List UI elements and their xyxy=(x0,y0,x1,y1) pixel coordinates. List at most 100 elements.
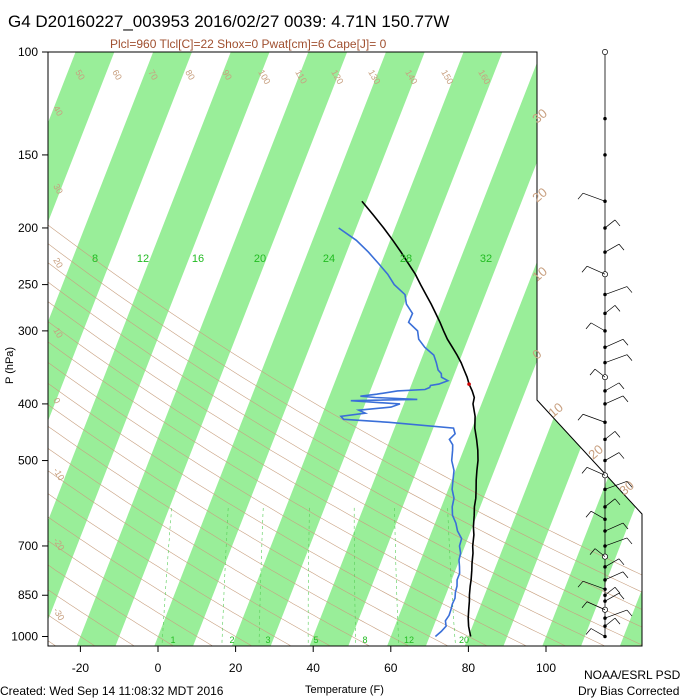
dry-adiabat-line xyxy=(48,52,140,646)
y-axis-ticks: 100 150 200 250 300 400 500 700 850 1000 xyxy=(11,45,48,644)
wind-barb xyxy=(582,413,606,423)
wind-barb xyxy=(604,571,624,581)
wind-barb xyxy=(590,322,606,332)
mixing-ratio-label: 20 xyxy=(254,253,266,265)
x-axis-ticks: -20 0 20 40 60 80 100 xyxy=(72,646,556,675)
x-axis-label: Temperature (F) xyxy=(305,684,384,696)
mixing-ratio-line xyxy=(394,506,400,646)
wind-barb xyxy=(594,368,606,378)
chart-subtitle: Plcl=960 Tlcl[C]=22 Shox=0 Pwat[cm]=6 Ca… xyxy=(110,37,387,51)
dry-adiabat-line xyxy=(48,52,642,646)
isotherm-label: 20 xyxy=(585,442,606,463)
wind-barb-flag xyxy=(618,592,625,600)
adiabat-label: 40 xyxy=(51,104,65,118)
mixing-ratio-line xyxy=(221,506,229,646)
wind-barb-flag xyxy=(626,481,633,488)
wind-barb xyxy=(604,617,616,627)
wind-barb xyxy=(604,586,616,596)
mixing-ratio-label: 1 xyxy=(170,635,175,645)
dry-adiabat-line xyxy=(48,52,642,646)
y-tick-label: 150 xyxy=(18,148,38,162)
wind-station xyxy=(603,116,607,121)
adiabat-label: 90 xyxy=(220,68,234,82)
sounding-profiles xyxy=(338,200,479,638)
dewpoint-profile xyxy=(338,227,463,638)
dry-adiabat-line xyxy=(48,52,533,646)
dry-adiabat-line xyxy=(48,52,642,646)
y-tick-label: 700 xyxy=(18,539,38,553)
dry-adiabat-line xyxy=(48,52,612,646)
temperature-band xyxy=(303,52,591,646)
mixing-ratio-label: 12 xyxy=(137,253,149,265)
mixing-ratio-lines xyxy=(161,506,456,646)
wind-barb-flag xyxy=(585,322,592,330)
wind-barb-flag xyxy=(581,467,588,474)
adiabat-label: 10 xyxy=(51,326,65,340)
wind-barb-flag xyxy=(622,395,629,403)
adiabat-label: 100 xyxy=(256,68,272,86)
plot-frame xyxy=(47,51,643,647)
org-label: NOAA/ESRL PSD xyxy=(584,668,681,682)
adiabat-label: 70 xyxy=(146,68,160,82)
mixing-ratio-label: 8 xyxy=(362,635,367,645)
wind-barb-flag xyxy=(614,617,621,625)
wind-barb-flag xyxy=(618,243,625,251)
dry-adiabat-line xyxy=(48,52,494,646)
dry-adiabat-line xyxy=(48,52,179,646)
y-tick-label: 200 xyxy=(18,221,38,235)
wind-barb-flag xyxy=(577,414,584,421)
dry-adiabat-line xyxy=(48,52,572,646)
x-tick-label: 100 xyxy=(536,661,556,675)
mixing-ratio-label: 28 xyxy=(400,253,412,265)
mixing-ratio-label: 5 xyxy=(313,635,318,645)
chart-title: G4 D20160227_003953 2016/02/27 0039: 4.7… xyxy=(8,12,449,31)
y-tick-label: 300 xyxy=(18,324,38,338)
wind-barb xyxy=(586,265,606,275)
wind-barb-flag xyxy=(577,580,584,588)
adiabat-label: 20 xyxy=(51,256,65,270)
wind-barb-flag xyxy=(618,452,625,459)
temperature-band xyxy=(226,52,513,646)
wind-barb-flag xyxy=(626,537,633,545)
created-stamp: Created: Wed Sep 14 11:08:32 MDT 2016 xyxy=(0,684,224,698)
dry-adiabat-line xyxy=(48,52,642,646)
dry-adiabat-line xyxy=(48,52,336,646)
wind-barb-flag xyxy=(622,571,629,579)
temperature-band xyxy=(48,52,203,646)
y-tick-label: 500 xyxy=(18,454,38,468)
temperature-band xyxy=(692,25,700,660)
x-tick-label: 20 xyxy=(229,661,243,675)
mixing-ratio-line xyxy=(161,506,172,646)
x-tick-label: 40 xyxy=(307,661,321,675)
wind-barb-flag xyxy=(585,628,592,635)
y-tick-label: 100 xyxy=(18,45,38,59)
temperature-profile xyxy=(361,200,479,637)
dry-adiabat-line xyxy=(48,52,258,646)
wind-barb xyxy=(604,558,620,568)
mixing-ratio-label: 32 xyxy=(480,253,492,265)
wind-barb xyxy=(604,395,624,405)
y-tick-label: 400 xyxy=(18,397,38,411)
mixing-ratio-label: 3 xyxy=(265,635,270,645)
temperature-band xyxy=(48,52,125,646)
x-tick-label: -20 xyxy=(72,661,90,675)
wind-barb-flag xyxy=(585,510,592,518)
wind-barb-flag xyxy=(626,354,633,361)
mixing-ratio-label: 24 xyxy=(323,253,335,265)
wind-barb xyxy=(590,510,606,520)
y-axis-label: P (hPa) xyxy=(4,347,16,384)
wind-barb xyxy=(586,601,606,611)
dry-adiabat-line xyxy=(48,52,218,646)
temperature-band xyxy=(148,52,436,646)
x-tick-label: 80 xyxy=(462,661,476,675)
wind-station xyxy=(602,49,608,55)
wind-barbs xyxy=(577,49,633,639)
x-tick-label: 0 xyxy=(155,661,162,675)
wind-barb xyxy=(604,382,620,392)
dry-adiabat-line xyxy=(48,52,376,646)
wind-barb xyxy=(604,286,628,295)
mixing-ratio-label: 8 xyxy=(92,253,98,265)
mixing-ratio-line xyxy=(258,506,264,646)
wind-barb-flag xyxy=(577,192,584,200)
